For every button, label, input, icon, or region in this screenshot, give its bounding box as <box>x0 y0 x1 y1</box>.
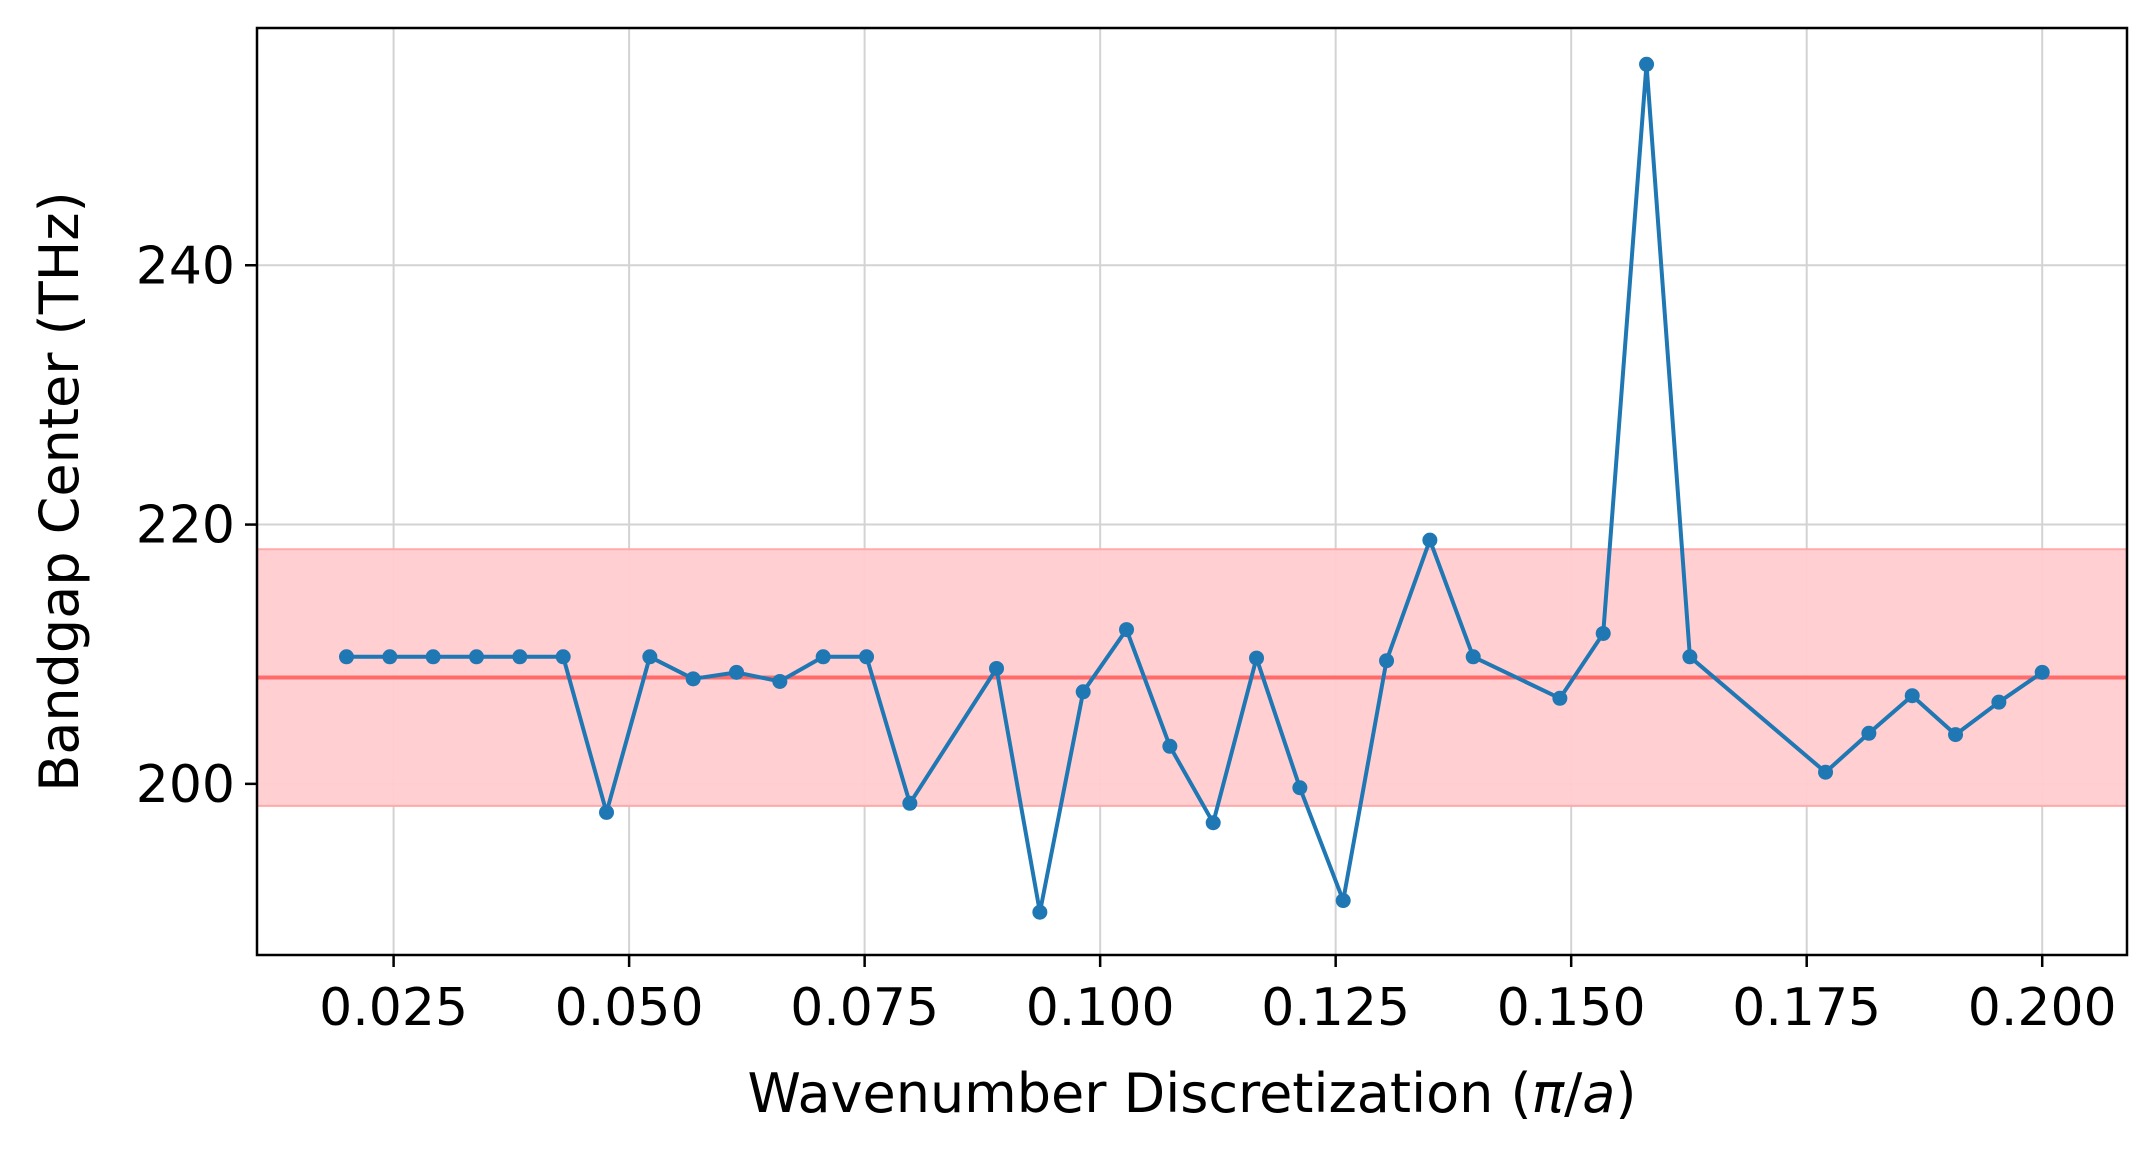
grid-lines <box>257 28 2127 955</box>
data-point <box>1904 688 1920 704</box>
data-point <box>555 649 571 665</box>
data-point <box>1465 649 1481 665</box>
data-point <box>1032 904 1048 920</box>
y-tick-label: 220 <box>136 496 235 556</box>
data-point <box>1948 727 1964 743</box>
axis-ticks: 0.025 0.050 0.075 0.100 0.125 0.150 0.175 0.200… <box>136 236 2117 1038</box>
data-point <box>902 795 918 811</box>
data-point <box>1682 649 1698 665</box>
x-tick-label: 0.025 <box>319 978 468 1038</box>
data-point <box>425 649 441 665</box>
y-tick-label: 200 <box>136 755 235 815</box>
data-point <box>859 649 875 665</box>
data-point <box>1335 893 1351 909</box>
std-band-layer <box>257 548 2127 807</box>
data-point <box>469 649 485 665</box>
data-point <box>1552 690 1568 706</box>
x-tick-label: 0.050 <box>555 978 704 1038</box>
data-point <box>685 671 701 687</box>
series-line <box>346 62 2044 915</box>
data-point <box>989 660 1005 676</box>
x-tick-label: 0.200 <box>1968 978 2117 1038</box>
y-tick-label: 240 <box>136 236 235 296</box>
data-point <box>1379 653 1395 669</box>
data-point <box>1861 725 1877 741</box>
data-point <box>1162 738 1178 754</box>
x-tick-label: 0.175 <box>1732 978 1881 1038</box>
data-point <box>599 804 615 820</box>
data-point <box>338 649 354 665</box>
x-axis-label: Wavenumber Discretization (π/a) <box>748 1062 1637 1125</box>
data-point <box>729 664 745 680</box>
data-point <box>1422 532 1438 548</box>
data-point <box>1991 694 2007 710</box>
data-point <box>1292 780 1308 796</box>
data-point <box>642 649 658 665</box>
series-layer <box>338 56 2050 920</box>
data-point <box>1818 764 1834 780</box>
x-tick-label: 0.100 <box>1026 978 1175 1038</box>
x-tick-label: 0.125 <box>1261 978 1410 1038</box>
data-point <box>1205 815 1221 831</box>
data-point <box>1249 650 1265 666</box>
data-point <box>512 649 528 665</box>
data-point <box>1639 56 1655 72</box>
x-tick-label: 0.075 <box>790 978 939 1038</box>
x-tick-label: 0.150 <box>1497 978 1646 1038</box>
data-point <box>2034 664 2050 680</box>
data-point <box>1075 684 1091 700</box>
data-point <box>382 649 398 665</box>
data-point <box>1119 622 1135 638</box>
data-point <box>772 673 788 689</box>
y-axis-label: Bandgap Center (THz) <box>28 191 91 791</box>
data-point <box>815 649 831 665</box>
plot-frame <box>255 26 2129 957</box>
data-point <box>1595 625 1611 641</box>
